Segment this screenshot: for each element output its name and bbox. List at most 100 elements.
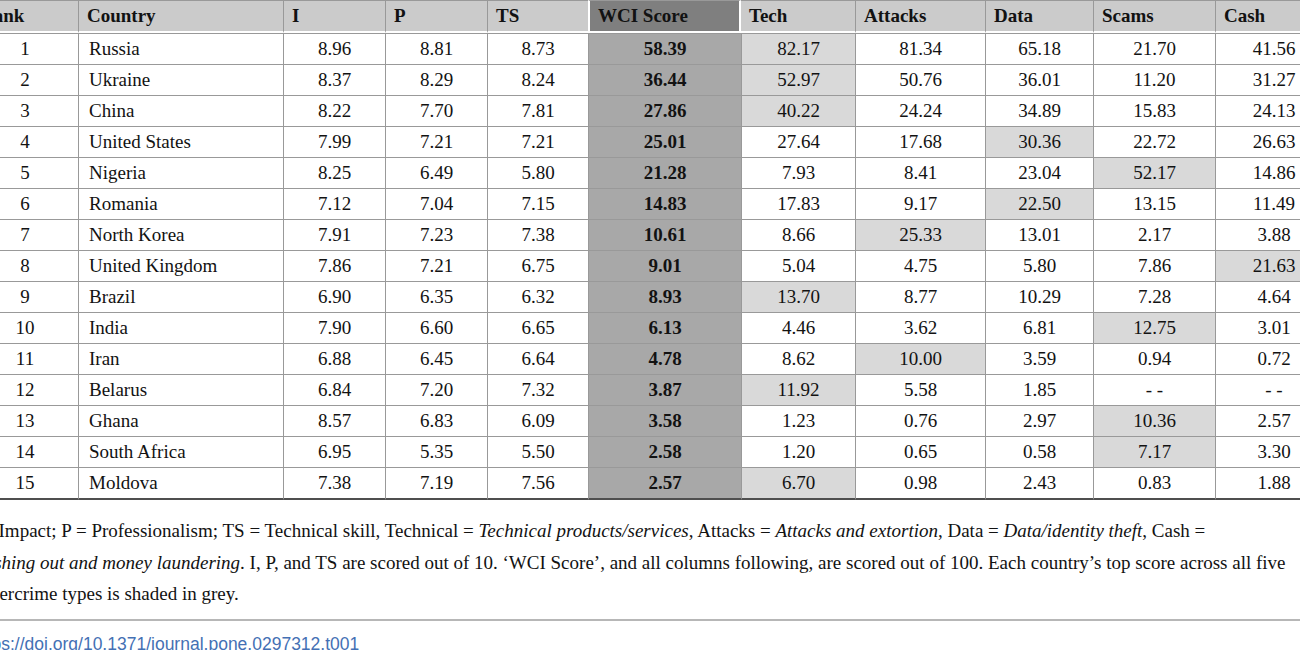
cell-rank: 1 (0, 33, 78, 64)
cell-data: 65.18 (985, 33, 1093, 64)
table-row: 7North Korea7.917.237.3810.618.6625.3313… (0, 219, 1300, 250)
cell-cash: 0.72 (1215, 343, 1300, 374)
cell-p: 6.45 (385, 343, 487, 374)
cell-i: 8.96 (283, 33, 385, 64)
cell-scams: - - (1093, 374, 1215, 405)
column-header-wci: WCI Score (588, 0, 741, 33)
column-header-attacks: Attacks (855, 0, 985, 33)
cell-ts: 7.21 (487, 126, 588, 157)
cell-scams: 11.20 (1093, 64, 1215, 95)
table-row: 8United Kingdom7.867.216.759.015.044.755… (0, 250, 1300, 281)
cell-p: 6.60 (385, 312, 487, 343)
cell-rank: 15 (0, 467, 78, 500)
cell-tech: 8.66 (741, 219, 855, 250)
column-header-tech: Tech (741, 0, 855, 33)
cell-wci: 3.58 (588, 405, 741, 436)
column-header-p: P (385, 0, 487, 33)
cell-rank: 4 (0, 126, 78, 157)
cell-cash: 3.30 (1215, 436, 1300, 467)
cell-tech: 4.46 (741, 312, 855, 343)
cell-tech: 1.23 (741, 405, 855, 436)
cell-data: 2.43 (985, 467, 1093, 500)
cell-ts: 7.81 (487, 95, 588, 126)
cell-rank: 13 (0, 405, 78, 436)
table-row: 5Nigeria8.256.495.8021.287.938.4123.0452… (0, 157, 1300, 188)
cell-i: 6.95 (283, 436, 385, 467)
cell-ts: 7.15 (487, 188, 588, 219)
cell-cash: 31.27 (1215, 64, 1300, 95)
cell-ts: 6.09 (487, 405, 588, 436)
cell-p: 7.21 (385, 126, 487, 157)
cell-scams: 12.75 (1093, 312, 1215, 343)
cell-wci: 2.57 (588, 467, 741, 500)
cell-country: Belarus (78, 374, 283, 405)
column-header-ts: TS (487, 0, 588, 33)
table-row: 1Russia8.968.818.7358.3982.1781.3465.182… (0, 33, 1300, 64)
cell-rank: 8 (0, 250, 78, 281)
table-row: 3China8.227.707.8127.8640.2224.2434.8915… (0, 95, 1300, 126)
column-header-rank: Rank (0, 0, 78, 33)
cell-rank: 14 (0, 436, 78, 467)
cell-country: Moldova (78, 467, 283, 500)
cell-i: 8.37 (283, 64, 385, 95)
cell-wci: 25.01 (588, 126, 741, 157)
cell-data: 5.80 (985, 250, 1093, 281)
column-header-country: Country (78, 0, 283, 33)
cell-tech: 52.97 (741, 64, 855, 95)
footnote-line: Cashing out and money laundering. I, P, … (0, 547, 1300, 579)
cell-scams: 13.15 (1093, 188, 1215, 219)
figure-crop-container: RankCountryIPTSWCI ScoreTechAttacksDataS… (0, 0, 1300, 650)
cell-country: Romania (78, 188, 283, 219)
cell-country: Ukraine (78, 64, 283, 95)
column-header-scams: Scams (1093, 0, 1215, 33)
cell-p: 7.20 (385, 374, 487, 405)
cell-i: 7.38 (283, 467, 385, 500)
cell-tech: 8.62 (741, 343, 855, 374)
cell-tech: 27.64 (741, 126, 855, 157)
cell-country: United States (78, 126, 283, 157)
cell-scams: 7.86 (1093, 250, 1215, 281)
cell-data: 1.85 (985, 374, 1093, 405)
cell-attacks: 0.98 (855, 467, 985, 500)
cell-ts: 8.73 (487, 33, 588, 64)
doi-link[interactable]: https://doi.org/10.1371/journal.pone.029… (0, 634, 359, 650)
cell-scams: 2.17 (1093, 219, 1215, 250)
cell-wci: 2.58 (588, 436, 741, 467)
cell-rank: 9 (0, 281, 78, 312)
cell-i: 7.86 (283, 250, 385, 281)
cell-i: 6.84 (283, 374, 385, 405)
cell-wci: 58.39 (588, 33, 741, 64)
table-row: 14South Africa6.955.355.502.581.200.650.… (0, 436, 1300, 467)
cell-data: 13.01 (985, 219, 1093, 250)
cell-ts: 6.75 (487, 250, 588, 281)
cell-attacks: 17.68 (855, 126, 985, 157)
cell-country: South Africa (78, 436, 283, 467)
cell-country: Brazil (78, 281, 283, 312)
cell-cash: 4.64 (1215, 281, 1300, 312)
cell-wci: 6.13 (588, 312, 741, 343)
cell-scams: 10.36 (1093, 405, 1215, 436)
cell-scams: 0.94 (1093, 343, 1215, 374)
table-header-row: RankCountryIPTSWCI ScoreTechAttacksDataS… (0, 0, 1300, 33)
cell-p: 7.70 (385, 95, 487, 126)
cell-i: 8.22 (283, 95, 385, 126)
cell-tech: 40.22 (741, 95, 855, 126)
cell-rank: 12 (0, 374, 78, 405)
table-row: 6Romania7.127.047.1514.8317.839.1722.501… (0, 188, 1300, 219)
cell-rank: 2 (0, 64, 78, 95)
cell-data: 30.36 (985, 126, 1093, 157)
cell-data: 0.58 (985, 436, 1093, 467)
cell-i: 6.88 (283, 343, 385, 374)
cell-scams: 21.70 (1093, 33, 1215, 64)
cell-p: 7.19 (385, 467, 487, 500)
cell-rank: 11 (0, 343, 78, 374)
table-row: 15Moldova7.387.197.562.576.700.982.430.8… (0, 467, 1300, 500)
cell-attacks: 10.00 (855, 343, 985, 374)
footer-divider (0, 619, 1300, 621)
cell-rank: 7 (0, 219, 78, 250)
cell-i: 6.90 (283, 281, 385, 312)
cell-data: 10.29 (985, 281, 1093, 312)
table-row: 4United States7.997.217.2125.0127.6417.6… (0, 126, 1300, 157)
cell-cash: - - (1215, 374, 1300, 405)
table-row: 9Brazil6.906.356.328.9313.708.7710.297.2… (0, 281, 1300, 312)
